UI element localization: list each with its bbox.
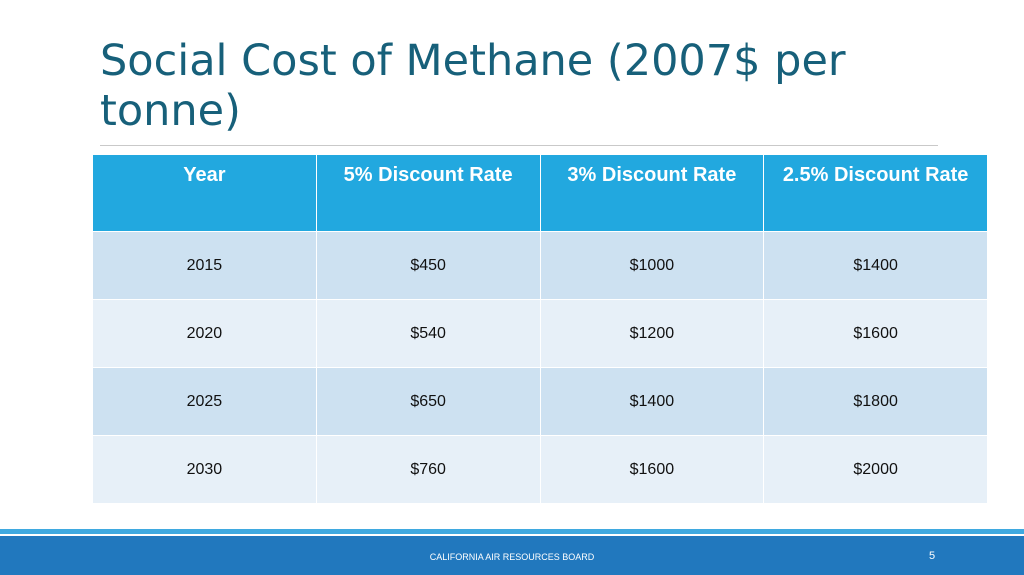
- column-header-3pct-rate: 3% Discount Rate: [540, 155, 764, 231]
- table-cell-year: 2020: [93, 300, 316, 367]
- column-header-2-5pct-rate: 2.5% Discount Rate: [764, 155, 987, 231]
- column-header-5pct-rate: 5% Discount Rate: [316, 155, 540, 231]
- table-cell-value: $540: [316, 300, 540, 367]
- footer-organization: CALIFORNIA AIR RESOURCES BOARD: [429, 552, 595, 562]
- table-cell-value: $1400: [540, 368, 764, 435]
- slide-title: Social Cost of Methane (2007$ per tonne): [100, 36, 846, 136]
- table-cell-value: $1200: [540, 300, 764, 367]
- table-cell-year: 2015: [93, 232, 316, 299]
- table-row: 2015 $450 $1000 $1400: [93, 232, 987, 299]
- social-cost-table: Year 5% Discount Rate 3% Discount Rate 2…: [92, 154, 988, 504]
- table-cell-year: 2025: [93, 368, 316, 435]
- table-cell-value: $2000: [764, 436, 987, 503]
- table-header-row: Year 5% Discount Rate 3% Discount Rate 2…: [93, 155, 987, 231]
- table-cell-value: $450: [316, 232, 540, 299]
- table-cell-value: $760: [316, 436, 540, 503]
- table-cell-value: $1600: [764, 300, 987, 367]
- footer-accent-line: [0, 529, 1024, 534]
- table-cell-value: $1800: [764, 368, 987, 435]
- table-cell-value: $650: [316, 368, 540, 435]
- footer-bar: [0, 536, 1024, 575]
- table-cell-year: 2030: [93, 436, 316, 503]
- table-cell-value: $1600: [540, 436, 764, 503]
- table-cell-value: $1400: [764, 232, 987, 299]
- table-cell-value: $1000: [540, 232, 764, 299]
- table-row: 2025 $650 $1400 $1800: [93, 368, 987, 435]
- table-row: 2030 $760 $1600 $2000: [93, 436, 987, 503]
- title-divider: [100, 145, 938, 146]
- column-header-year: Year: [93, 155, 316, 231]
- table-row: 2020 $540 $1200 $1600: [93, 300, 987, 367]
- slide-number: 5: [928, 550, 936, 562]
